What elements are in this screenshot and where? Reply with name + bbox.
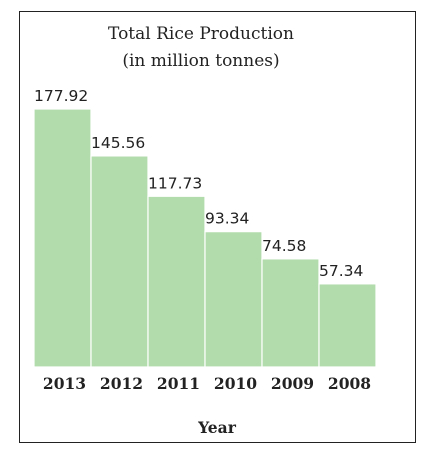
bars-group: [33, 108, 377, 368]
x-tick-2011: 2011: [157, 374, 200, 393]
chart-title: Total Rice Production: [108, 24, 294, 44]
chart-frame: Total Rice Production (in million tonnes…: [19, 11, 416, 443]
x-tick-2010: 2010: [214, 374, 257, 393]
bar-2011: [147, 195, 206, 368]
data-label-2012: 145.56: [91, 134, 145, 152]
bar-2008: [318, 283, 377, 368]
bar-2012: [90, 155, 149, 368]
data-label-2008: 57.34: [319, 262, 363, 280]
data-label-2009: 74.58: [262, 237, 306, 255]
data-label-2013: 177.92: [34, 87, 88, 105]
bar-2013: [33, 108, 92, 368]
data-label-2011: 117.73: [148, 174, 202, 192]
bar-chart: Total Rice Production (in million tonnes…: [33, 24, 377, 437]
x-tick-2013: 2013: [43, 374, 86, 393]
bar-2009: [261, 258, 320, 368]
data-label-2010: 93.34: [205, 210, 249, 228]
x-tick-2008: 2008: [328, 374, 371, 393]
chart-subtitle: (in million tonnes): [122, 51, 279, 71]
x-tick-2012: 2012: [100, 374, 143, 393]
x-tick-2009: 2009: [271, 374, 314, 393]
x-tick-labels-group: 2013 2012 2011 2010 2009 2008: [43, 374, 371, 393]
x-axis-label: Year: [197, 418, 237, 437]
bar-2010: [204, 231, 263, 368]
